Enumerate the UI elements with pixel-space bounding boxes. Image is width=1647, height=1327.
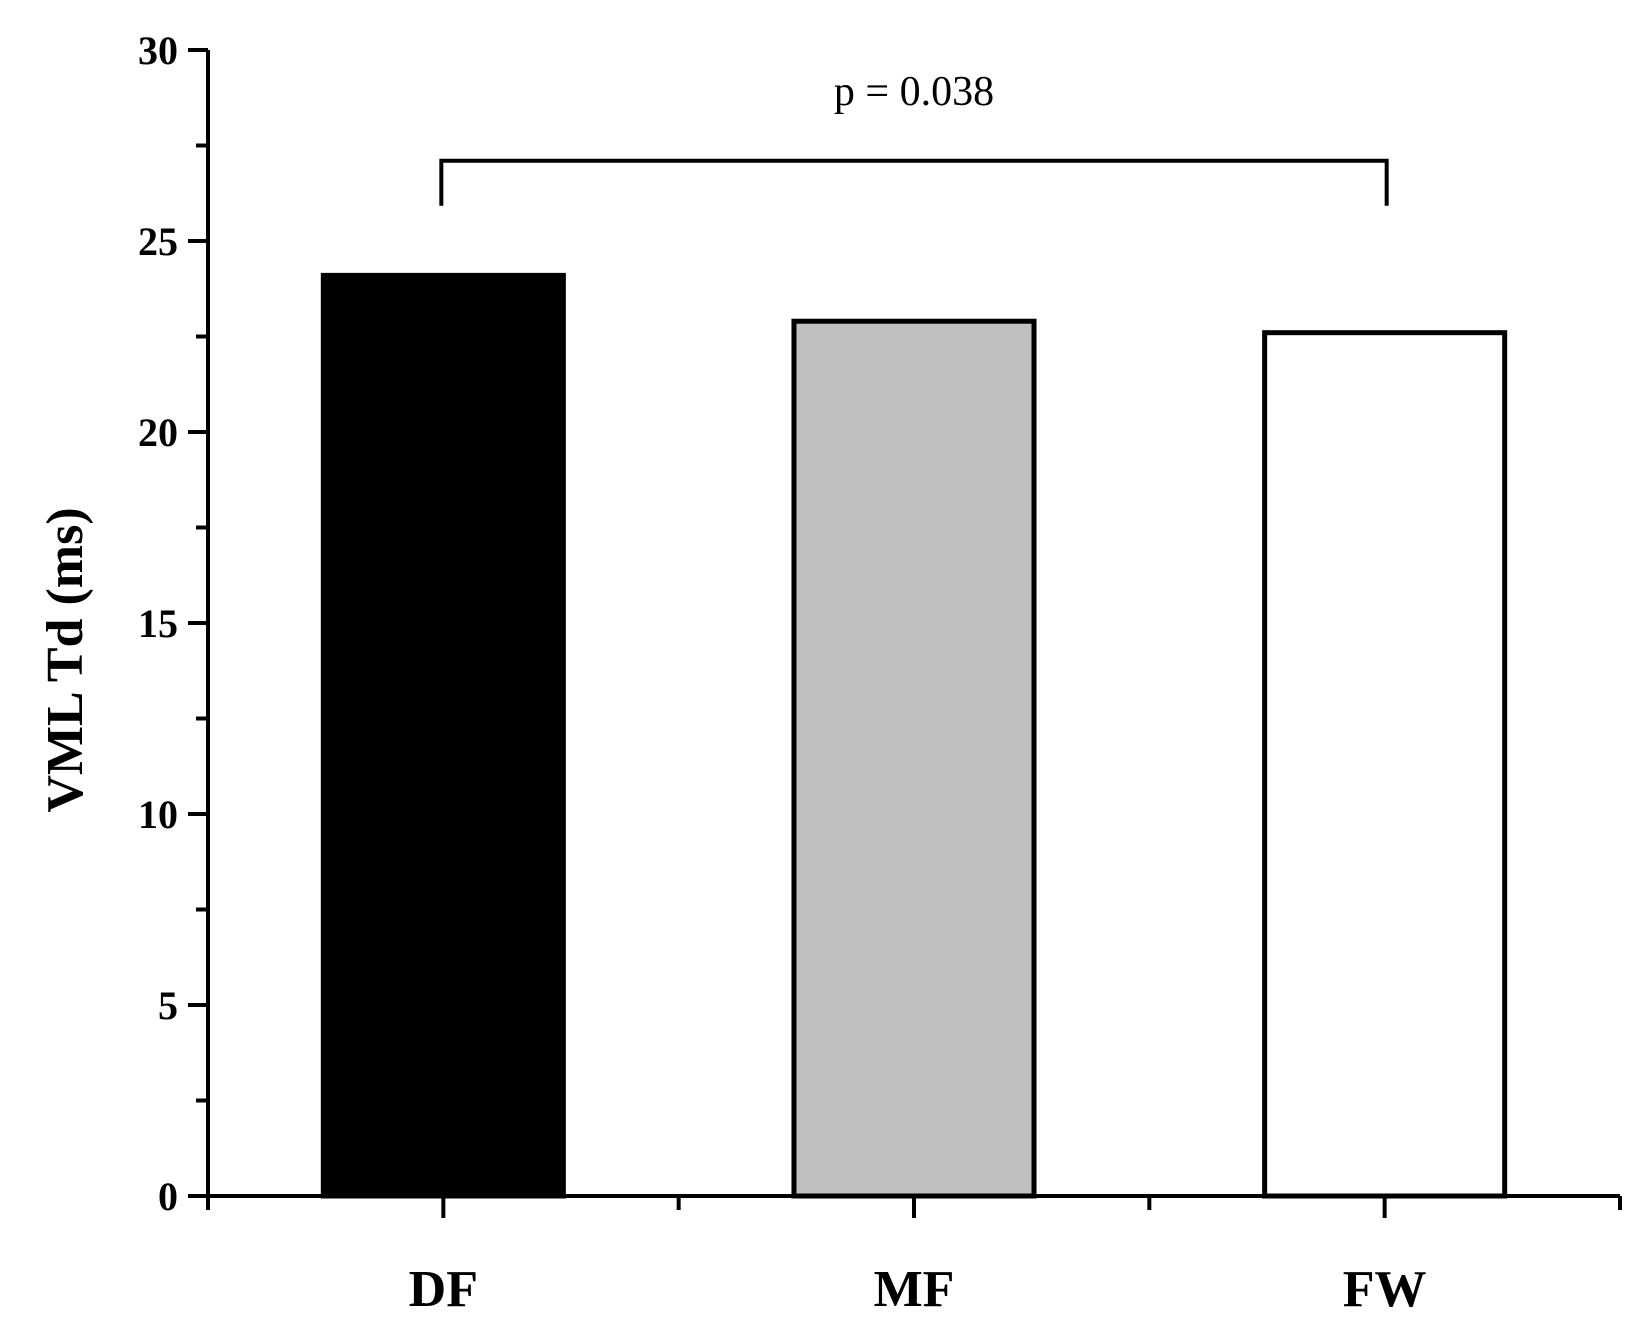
bars: [320, 272, 1508, 1199]
y-axis-title: VML Td (ms): [37, 507, 94, 812]
y-tick-label: 20: [138, 410, 178, 455]
x-axis: DF MF FW: [206, 1194, 1622, 1318]
p-value-label: p = 0.038: [834, 69, 994, 115]
bar-df: [320, 272, 566, 1199]
y-tick-label: 10: [138, 792, 178, 837]
y-tick-label: 30: [138, 28, 178, 73]
bar-mf: [791, 318, 1037, 1199]
y-tick-label: 0: [158, 1174, 178, 1219]
bar-fw: [1262, 330, 1508, 1199]
significance-bracket: [439, 158, 1389, 206]
significance-annotation: p = 0.038: [439, 69, 1389, 206]
x-category-label: DF: [409, 1261, 478, 1318]
x-category-label: MF: [874, 1261, 955, 1318]
y-tick-label: 15: [138, 601, 178, 646]
y-tick-label: 5: [158, 983, 178, 1028]
y-tick-label: 25: [138, 219, 178, 264]
y-axis: 0 5 10 15 20 25 30: [138, 28, 210, 1219]
x-category-label: FW: [1343, 1261, 1427, 1318]
